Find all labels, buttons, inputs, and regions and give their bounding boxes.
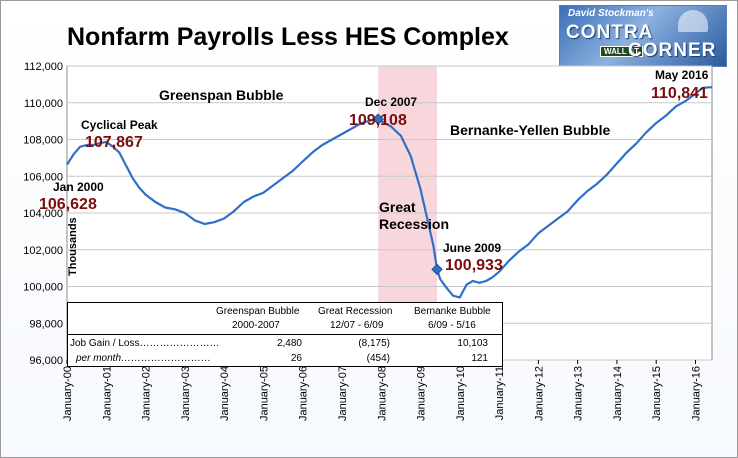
contra-corner-logo: David Stockman's CONTRA WALL ST CORNER — [559, 5, 727, 67]
table-cell-greenspan-total: 2,480 — [276, 338, 302, 349]
table-header-bernanke: Bernanke Bubble — [414, 306, 491, 317]
cyclical-peak-value: 107,867 — [85, 134, 143, 151]
great-recession-label-line2: Recession — [379, 216, 449, 232]
table-cell-bernanke-total: 10,103 — [457, 338, 488, 349]
x-tick-label: January-14 — [612, 366, 624, 421]
x-tick-label: January-08 — [376, 366, 388, 421]
x-tick-label: January-13 — [573, 366, 585, 421]
cyclical-peak-label: Cyclical Peak — [81, 118, 158, 132]
may2016-label: May 2016 — [655, 68, 709, 82]
x-tick-label: January-11 — [494, 366, 506, 420]
x-axis: January-00 January-01 January-02 January-03… — [62, 360, 703, 421]
x-tick-label: January-05 — [258, 366, 270, 421]
x-tick-label: January-04 — [219, 366, 231, 421]
table-cell-recession-total: (8,175) — [358, 338, 390, 349]
capitol-dome-icon — [678, 10, 708, 32]
table-cell-bernanke-monthly: 121 — [471, 353, 488, 364]
y-axis-label: Thousands — [67, 217, 79, 276]
table-header-greenspan-period: 2000-2007 — [232, 320, 280, 331]
table-row-label-job-gain: Job Gain / Loss…………………… — [70, 338, 220, 349]
x-tick-label: January-09 — [416, 366, 428, 421]
may2016-value: 110,841 — [651, 85, 708, 102]
greenspan-bubble-label: Greenspan Bubble — [159, 87, 284, 103]
table-row-label-per-month: per month……………………… — [76, 353, 212, 364]
x-tick-label: January-06 — [298, 366, 310, 421]
logo-word-corner: CORNER — [628, 40, 717, 61]
table-header-bernanke-period: 6/09 - 5/16 — [428, 320, 476, 331]
x-tick-label: January-10 — [455, 366, 467, 421]
wall-street-sign: WALL ST — [600, 46, 643, 57]
x-tick-label: January-15 — [651, 366, 663, 421]
x-tick-label: January-07 — [337, 366, 349, 421]
y-tick-label: 106,000 — [23, 171, 63, 183]
great-recession-label-line1: Great — [379, 199, 416, 215]
x-tick-label: January-02 — [141, 366, 153, 421]
table-header-rule — [68, 334, 502, 335]
x-tick-label: January-12 — [533, 366, 545, 421]
bubble-summary-table: Greenspan Bubble 2000-2007 Great Recessi… — [67, 302, 503, 367]
y-tick-label: 102,000 — [23, 245, 63, 257]
june2009-label: June 2009 — [443, 241, 501, 255]
y-axis: 96,000 98,000 100,000 102,000 104,000 106,000… — [23, 61, 63, 367]
table-cell-recession-monthly: (454) — [366, 353, 390, 364]
x-tick-label: January-00 — [62, 366, 74, 421]
bernanke-bubble-label: Bernanke-Yellen Bubble — [450, 122, 610, 138]
y-tick-label: 100,000 — [23, 282, 63, 294]
marker-layer — [372, 113, 443, 276]
table-header-great-recession: Great Recession — [318, 306, 393, 317]
y-tick-label: 104,000 — [23, 208, 63, 220]
y-tick-label: 96,000 — [29, 355, 63, 367]
series-layer — [66, 86, 712, 299]
y-tick-label: 110,000 — [24, 98, 63, 110]
payrolls-series-line — [66, 86, 712, 299]
x-tick-label: January-16 — [691, 366, 703, 421]
table-cell-greenspan-monthly: 26 — [290, 353, 302, 364]
jan2000-value: 106,628 — [39, 196, 97, 213]
chart-title: Nonfarm Payrolls Less HES Complex — [67, 23, 509, 51]
dec2007-value: 109,108 — [349, 112, 407, 129]
x-tick-label: January-01 — [101, 366, 113, 421]
y-tick-label: 98,000 — [29, 318, 63, 330]
logo-byline: David Stockman's — [568, 8, 654, 19]
table-header-great-recession-period: 12/07 - 6/09 — [330, 320, 384, 331]
y-tick-label: 108,000 — [23, 135, 63, 147]
diamond-marker — [372, 113, 384, 125]
diamond-marker — [431, 263, 443, 276]
table-header-greenspan: Greenspan Bubble — [216, 306, 300, 317]
x-tick-label: January-03 — [180, 366, 192, 421]
logo-word-contra: CONTRA — [566, 22, 654, 43]
june2009-value: 100,933 — [445, 257, 503, 274]
y-tick-label: 112,000 — [24, 61, 63, 73]
jan2000-label: Jan 2000 — [53, 180, 104, 194]
dec2007-label: Dec 2007 — [365, 95, 417, 109]
